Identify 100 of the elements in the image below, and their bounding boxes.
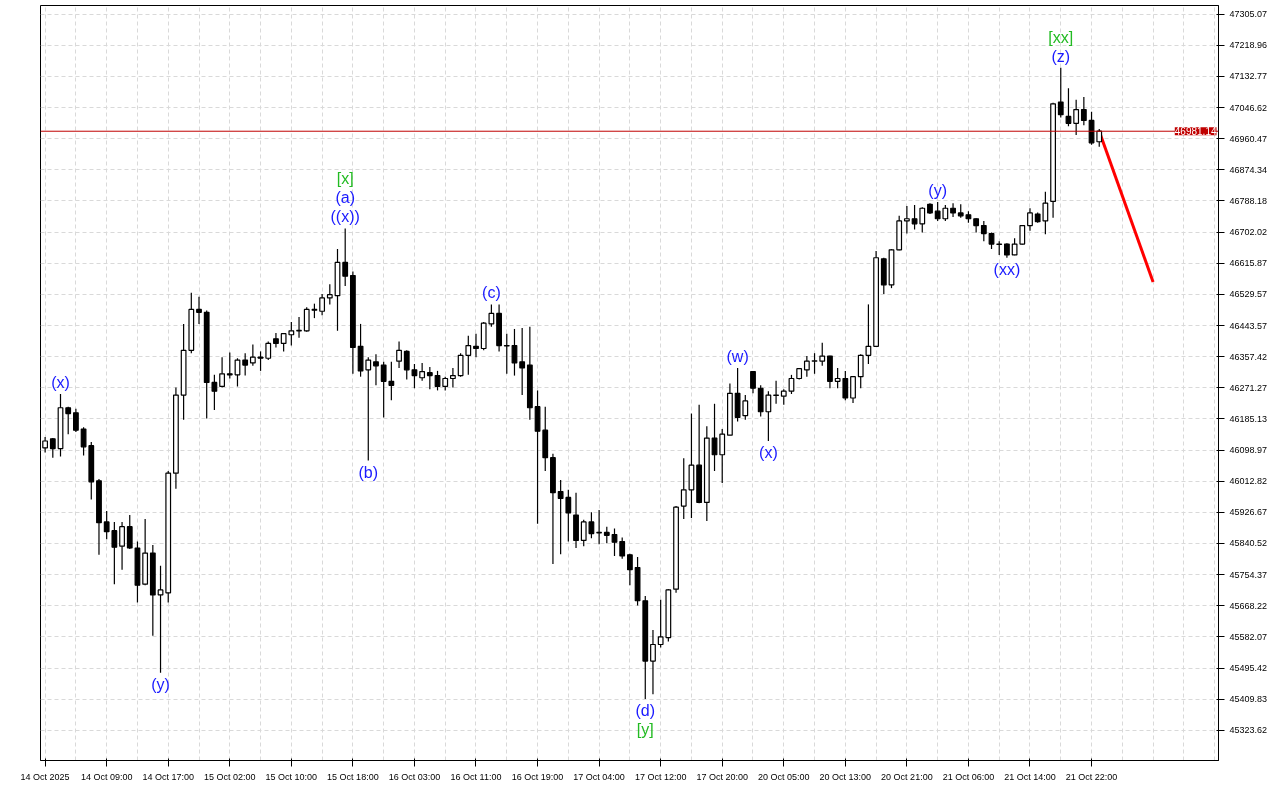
candlestick xyxy=(157,565,164,674)
x-tick-label: 15 Oct 18:00 xyxy=(327,771,379,782)
candlestick xyxy=(49,437,56,459)
candlestick xyxy=(980,220,987,242)
candlestick xyxy=(519,327,526,396)
candlestick xyxy=(326,283,333,305)
candlestick xyxy=(857,353,864,389)
candlestick xyxy=(503,333,510,375)
y-tick-label: 46185.13 xyxy=(1229,413,1268,424)
x-tick-label: 16 Oct 19:00 xyxy=(511,771,564,782)
x-tick-label: 14 Oct 2025 xyxy=(20,771,70,782)
annotation: (d) xyxy=(635,702,656,720)
candlestick xyxy=(819,342,826,367)
candlestick xyxy=(396,341,402,369)
candlestick xyxy=(1027,207,1033,232)
candlestick xyxy=(1080,96,1087,126)
x-tick-label: 16 Oct 03:00 xyxy=(388,771,441,782)
candlestick xyxy=(65,406,72,435)
candlestick xyxy=(126,514,133,550)
candlestick xyxy=(388,361,395,401)
candlestick xyxy=(319,293,326,316)
candlestick xyxy=(680,457,687,520)
x-tick-label: 14 Oct 17:00 xyxy=(142,771,195,782)
candlestick xyxy=(1073,99,1080,136)
y-tick-label: 45323.62 xyxy=(1229,725,1268,736)
annotation: [y] xyxy=(636,721,654,739)
candlestick xyxy=(219,356,225,389)
y-tick-label: 46098.97 xyxy=(1229,445,1268,456)
y-tick-label: 45495.42 xyxy=(1229,663,1268,674)
annotation: [xx] xyxy=(1048,28,1074,46)
y-tick-label: 46012.82 xyxy=(1229,476,1268,487)
y-tick-label: 45754.37 xyxy=(1229,569,1268,580)
y-tick-label: 46529.57 xyxy=(1229,289,1268,300)
x-tick-label: 21 Oct 22:00 xyxy=(1065,771,1118,782)
annotation: (x) xyxy=(51,374,70,392)
x-tick-label: 15 Oct 02:00 xyxy=(204,771,256,782)
candlestick xyxy=(411,363,418,389)
annotation: (c) xyxy=(482,284,501,302)
candlestick xyxy=(773,380,779,405)
candlestick xyxy=(650,629,656,695)
y-tick-label: 45668.22 xyxy=(1229,600,1268,611)
annotation: (z) xyxy=(1051,47,1071,65)
x-tick-label: 17 Oct 20:00 xyxy=(696,771,748,782)
y-tick-label: 46788.18 xyxy=(1229,195,1268,206)
y-tick-label: 47132.77 xyxy=(1229,71,1268,82)
candlestick xyxy=(1019,224,1026,245)
y-tick-label: 46271.27 xyxy=(1229,382,1268,393)
candlestick xyxy=(811,352,818,375)
candlestick xyxy=(1057,67,1064,119)
y-tick-label: 46357.42 xyxy=(1229,351,1268,362)
y-tick-label: 46615.87 xyxy=(1229,258,1268,269)
y-tick-label: 47218.96 xyxy=(1229,40,1268,51)
candlestick xyxy=(242,352,249,377)
candlestick xyxy=(611,527,618,557)
y-tick-label: 46960.47 xyxy=(1229,133,1268,144)
y-tick-label: 45840.52 xyxy=(1229,538,1268,549)
y-tick-label: 45582.07 xyxy=(1229,631,1268,642)
x-tick-label: 14 Oct 09:00 xyxy=(80,771,133,782)
y-tick-label: 47046.62 xyxy=(1229,102,1268,113)
candlestick xyxy=(850,375,856,404)
candlestick xyxy=(626,553,633,586)
y-tick-label: 45926.67 xyxy=(1229,507,1268,518)
y-tick-label: 46874.34 xyxy=(1229,164,1268,175)
x-tick-label: 20 Oct 05:00 xyxy=(758,771,810,782)
x-tick-label: 20 Oct 21:00 xyxy=(881,771,933,782)
candlestick xyxy=(249,343,256,367)
candlestick xyxy=(419,362,426,382)
candlestick xyxy=(196,296,202,325)
candlestick xyxy=(803,355,810,378)
candlestick xyxy=(865,303,872,365)
annotation: (y) xyxy=(928,182,947,200)
annotation: (a) xyxy=(335,189,355,207)
x-tick-label: 17 Oct 04:00 xyxy=(573,771,625,782)
annotation: (b) xyxy=(358,463,379,481)
annotation: [x] xyxy=(336,170,354,188)
candlestick xyxy=(119,521,125,571)
x-tick-label: 21 Oct 06:00 xyxy=(942,771,995,782)
annotation: (xx) xyxy=(993,260,1021,278)
candlestick xyxy=(403,349,410,381)
annotation: (w) xyxy=(726,348,749,365)
annotation: (x) xyxy=(759,444,778,462)
y-tick-label: 45409.83 xyxy=(1229,694,1268,705)
candlestick xyxy=(719,428,726,484)
candlestick xyxy=(903,205,910,235)
x-tick-label: 21 Oct 14:00 xyxy=(1004,771,1056,782)
x-tick-label: 20 Oct 13:00 xyxy=(819,771,872,782)
candlestick xyxy=(950,202,956,218)
candlestick xyxy=(234,357,241,388)
candlestick xyxy=(226,351,233,380)
x-tick-label: 17 Oct 12:00 xyxy=(634,771,687,782)
candlestick xyxy=(473,333,479,358)
ref-line-label: 46981.14 xyxy=(1174,126,1217,138)
candlestick xyxy=(380,361,387,419)
y-tick-label: 47305.07 xyxy=(1229,9,1268,20)
annotation: ((x)) xyxy=(330,208,360,226)
candlestick xyxy=(511,328,518,377)
y-tick-label: 46443.57 xyxy=(1229,320,1268,331)
candlestick xyxy=(342,227,349,287)
x-tick-label: 16 Oct 11:00 xyxy=(450,771,502,782)
candlestick xyxy=(450,367,456,389)
